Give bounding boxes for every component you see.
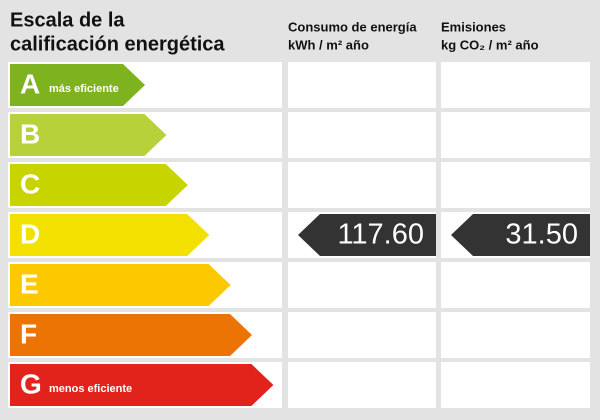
rating-arrow (298, 214, 436, 256)
scale-letter: F (20, 318, 37, 349)
scale-letter: C (20, 168, 40, 199)
scale-arrow (10, 114, 167, 156)
scale-note: más eficiente (49, 83, 119, 95)
rating-arrow (451, 214, 590, 256)
scale-arrow (10, 164, 188, 206)
scale-arrow (10, 314, 252, 356)
row-cell (441, 312, 590, 358)
row-cell (288, 262, 436, 308)
scale-letter: G (20, 368, 42, 399)
scale-letter: B (20, 118, 40, 149)
row-cell (288, 112, 436, 158)
row-cell (288, 162, 436, 208)
rating-value: 117.60 (337, 219, 424, 251)
scale-note: menos eficiente (49, 383, 132, 395)
row-cell (441, 162, 590, 208)
scale-arrow (10, 364, 274, 406)
title-line: calificación energética (10, 33, 225, 55)
scale-letter: A (20, 68, 40, 99)
column-title: Consumo de energía (288, 19, 417, 34)
row-cell (441, 262, 590, 308)
row-cell (288, 312, 436, 358)
scale-arrow (10, 214, 210, 256)
column-unit: kWh / m² año (288, 37, 369, 52)
scale-letter: E (20, 268, 39, 299)
row-cell (441, 112, 590, 158)
rating-value: 31.50 (505, 219, 578, 251)
scale-arrow (10, 64, 145, 106)
column-unit: kg CO₂ / m² año (441, 37, 539, 52)
row-cell (288, 362, 436, 408)
scale-arrow (10, 264, 231, 306)
row-cell (441, 62, 590, 108)
scale-letter: D (20, 218, 40, 249)
row-cell (288, 62, 436, 108)
title-line: Escala de la (10, 9, 125, 31)
row-cell (441, 362, 590, 408)
column-title: Emisiones (441, 19, 506, 34)
